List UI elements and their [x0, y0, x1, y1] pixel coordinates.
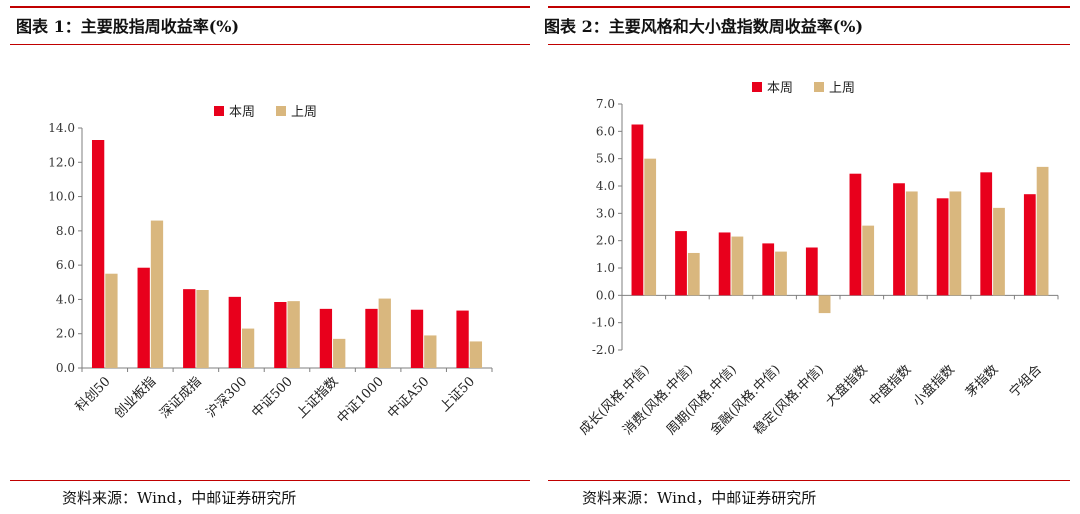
x-category-label: 大盘指数 — [823, 362, 871, 410]
bar-chart-left: 0.0 2.0 4.0 6.0 8.0 10.0 12.0 14.0 科创50创业板指深证成指沪… — [48, 105, 493, 427]
top-rule — [10, 6, 530, 8]
source-note: 资料来源：Wind，中邮证券研究所 — [62, 489, 297, 507]
y-tick-label: 2.0 — [596, 234, 615, 248]
y-tick-label: 4.0 — [56, 292, 75, 306]
bar-last-week — [241, 328, 255, 368]
bar-chart-right: -2.0-1.00.01.02.03.04.05.06.07.0成长(风格.中信… — [576, 81, 1059, 438]
bar-last-week — [469, 341, 483, 368]
bar-last-week — [287, 301, 300, 368]
x-category-label: 上证50 — [437, 374, 478, 415]
y-tick-label: 1.0 — [596, 261, 615, 275]
bar-last-week — [196, 290, 209, 368]
x-category-label: 中证A50 — [385, 374, 432, 421]
x-category-label: 宁组合 — [1006, 362, 1045, 401]
bar-this-week — [456, 310, 469, 368]
x-category-label: 深证成指 — [157, 374, 204, 421]
y-tick-label: 0.0 — [596, 288, 615, 302]
bottom-rule — [548, 480, 1070, 481]
y-tick-label: 10.0 — [48, 190, 75, 204]
x-category-label: 中证1000 — [335, 374, 387, 426]
x-category-label: 中盘指数 — [866, 362, 914, 410]
bar-this-week — [274, 302, 287, 368]
y-tick-label: 14.0 — [48, 121, 75, 135]
bar-last-week — [333, 338, 346, 368]
legend-swatch — [214, 106, 224, 116]
y-tick-label: 7.0 — [596, 97, 615, 111]
bar-last-week — [949, 191, 962, 296]
y-tick-label: 12.0 — [48, 155, 75, 169]
y-tick-label: 0.0 — [56, 361, 75, 375]
bottom-rule — [10, 480, 530, 481]
bar-this-week — [675, 231, 687, 296]
bar-last-week — [424, 335, 437, 368]
bar-this-week — [762, 243, 775, 296]
right-chart-panel: 图表 2：主要风格和大小盘指数周收益率(%) -2.0 -1.0 0.0 1.0 2.0… — [540, 0, 1080, 514]
bar-last-week — [862, 225, 875, 296]
bar-this-week — [319, 308, 333, 368]
bar-last-week — [150, 220, 164, 368]
bar-this-week — [1023, 194, 1036, 296]
legend-swatch — [752, 82, 762, 92]
legend-label: 上周 — [291, 105, 317, 120]
bar-last-week — [818, 295, 831, 314]
y-tick-label: -1.0 — [592, 316, 615, 330]
bar-this-week — [183, 289, 196, 368]
bar-this-week — [893, 183, 905, 296]
bar-this-week — [805, 247, 818, 296]
bar-last-week — [993, 207, 1005, 296]
y-tick-label: 6.0 — [56, 258, 75, 272]
source-note: 资料来源：Wind，中邮证券研究所 — [582, 489, 817, 507]
title-rule — [548, 44, 1070, 45]
bar-last-week — [687, 252, 700, 296]
y-tick-label: 5.0 — [596, 152, 615, 166]
bar-this-week — [137, 267, 150, 368]
y-tick-label: 3.0 — [596, 206, 615, 220]
bar-last-week — [775, 251, 787, 296]
chart-title: 图表 1：主要股指周收益率(%) — [16, 17, 240, 36]
bar-last-week — [731, 236, 744, 296]
y-tick-label: -2.0 — [592, 343, 615, 357]
bar-last-week — [105, 273, 118, 368]
legend-swatch — [276, 106, 286, 116]
bar-this-week — [849, 173, 862, 296]
x-category-label: 中证500 — [249, 374, 296, 421]
bar-last-week — [1036, 166, 1049, 296]
legend-label: 本周 — [767, 81, 793, 96]
x-category-label: 科创50 — [73, 374, 114, 415]
left-chart-panel: 图表 1：主要股指周收益率(%) 0.0 2.0 4.0 6.0 8.0 10.0 12.0… — [10, 6, 530, 507]
x-category-label: 茅指数 — [963, 362, 1001, 400]
y-tick-label: 2.0 — [56, 327, 75, 341]
bar-this-week — [718, 232, 731, 296]
x-category-label: 创业板指 — [112, 374, 159, 421]
bar-last-week — [905, 191, 918, 296]
legend-swatch — [814, 82, 824, 92]
x-category-label: 上证指数 — [294, 374, 341, 421]
bar-this-week — [631, 124, 644, 296]
bar-this-week — [410, 309, 424, 368]
top-rule — [548, 6, 1070, 8]
bar-this-week — [228, 296, 241, 368]
y-tick-label: 6.0 — [596, 124, 615, 138]
bar-last-week — [378, 298, 391, 368]
x-category-label: 小盘指数 — [910, 362, 958, 410]
bar-this-week — [936, 198, 949, 296]
x-category-label: 沪深300 — [203, 374, 250, 421]
bar-this-week — [980, 172, 993, 296]
title-rule — [10, 44, 530, 45]
legend-label: 上周 — [829, 81, 855, 96]
bar-last-week — [644, 158, 657, 296]
bar-this-week — [365, 308, 378, 368]
y-tick-label: 4.0 — [596, 179, 615, 193]
chart-title: 图表 2：主要风格和大小盘指数周收益率(%) — [544, 17, 864, 36]
bar-this-week — [91, 140, 105, 368]
legend-label: 本周 — [229, 105, 255, 120]
y-tick-label: 8.0 — [56, 224, 75, 238]
